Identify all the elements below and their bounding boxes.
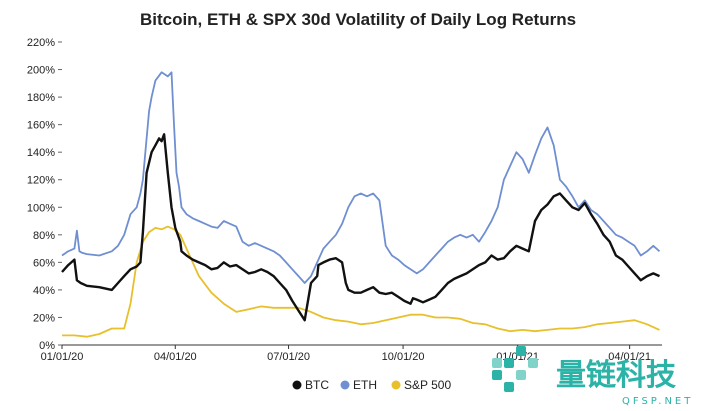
- y-tick-label: 140%: [27, 147, 55, 159]
- legend-marker: [292, 380, 302, 390]
- y-tick-label: 100%: [27, 202, 55, 214]
- watermark-subtext: QFSP.NET: [622, 396, 693, 407]
- legend-marker: [340, 380, 350, 390]
- y-tick-label: 220%: [27, 37, 55, 49]
- series-line-s-p-500: [62, 225, 660, 338]
- x-tick-label: 01/01/20: [41, 351, 84, 363]
- y-tick-label: 160%: [27, 120, 55, 132]
- legend-label: BTC: [305, 378, 329, 392]
- series-line-eth: [61, 71, 661, 284]
- watermark-text: 量链科技: [556, 358, 676, 393]
- x-tick-label: 07/01/20: [267, 351, 310, 363]
- y-tick-label: 180%: [27, 92, 55, 104]
- y-tick-label: 200%: [27, 65, 55, 77]
- y-tick-label: 80%: [33, 230, 55, 242]
- series-line-btc: [61, 133, 660, 322]
- watermark-logo-icon: [492, 346, 538, 392]
- axes: 0% 20% 40% 60% 80% 100% 120% 140% 160% 180% 200% 22…: [27, 37, 662, 363]
- legend-label: S&P 500: [404, 378, 451, 392]
- legend-label: ETH: [353, 378, 377, 392]
- y-tick-label: 60%: [33, 257, 55, 269]
- y-tick-label: 120%: [27, 175, 55, 187]
- watermark: 量链科技 QFSP.NET: [492, 346, 693, 407]
- legend-marker: [391, 380, 401, 390]
- y-tick-label: 20%: [33, 312, 55, 324]
- y-tick-label: 0%: [39, 340, 55, 352]
- x-tick-label: 04/01/21: [608, 351, 651, 363]
- x-tick-label: 04/01/20: [154, 351, 197, 363]
- chart-title: Bitcoin, ETH & SPX 30d Volatility of Dai…: [140, 10, 576, 29]
- y-tick-label: 40%: [33, 285, 55, 297]
- legend: BTC ETH S&P 500: [292, 378, 451, 392]
- series-lines: [61, 71, 661, 338]
- x-tick-label: 10/01/20: [382, 351, 425, 363]
